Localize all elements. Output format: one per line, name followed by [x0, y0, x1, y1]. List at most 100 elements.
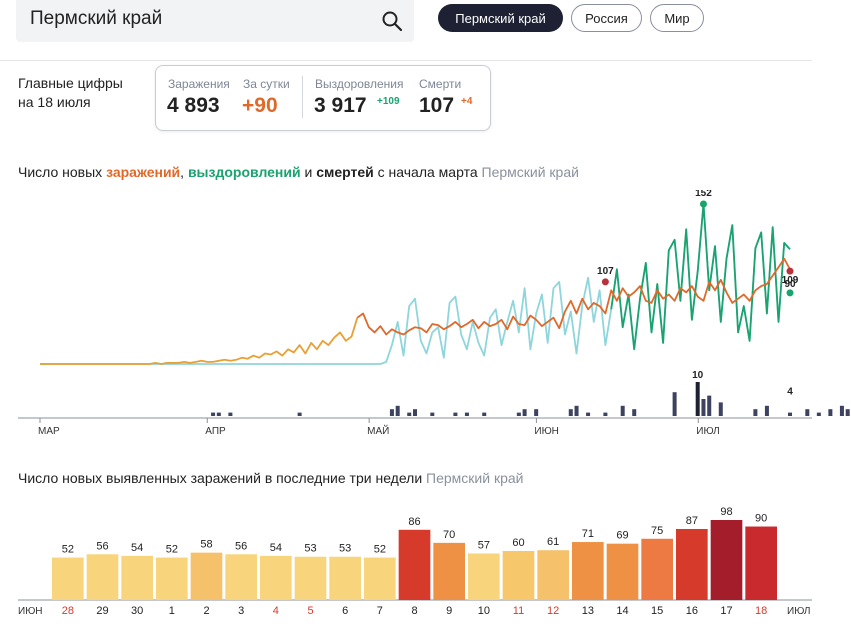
bar-6 [329, 556, 361, 600]
bar-label-12: 61 [547, 536, 559, 548]
death-bar [430, 412, 435, 416]
x-tick-label-3: 3 [238, 605, 244, 617]
main-figures-title: Главные цифры [18, 75, 123, 91]
bar-14 [606, 543, 639, 600]
x-tick-label-4: 4 [273, 605, 279, 617]
infections-label: Заражения [168, 77, 230, 91]
month-label-start: ИЮН [18, 606, 43, 617]
chart1-title-prefix: Число новых [18, 164, 107, 180]
search-icon[interactable] [380, 9, 404, 33]
recoveries-last-label: 109 [782, 275, 799, 286]
bar-label-4: 54 [270, 542, 282, 554]
bar-13 [572, 542, 604, 600]
bar-label-14: 69 [616, 530, 628, 542]
month-label-end: ИЮЛ [787, 606, 810, 617]
bar-label-28: 52 [62, 544, 74, 556]
bar-9 [433, 542, 465, 600]
death-bar [464, 412, 469, 416]
death-bar [603, 412, 608, 416]
death-bar [534, 409, 539, 416]
bar-label-11: 60 [512, 537, 524, 549]
death-bar [216, 412, 221, 416]
bar-1 [156, 557, 188, 600]
x-tick-label-3: ИЮН [534, 426, 559, 437]
recoveries-last-dot [786, 289, 794, 297]
death-bar [718, 402, 723, 416]
death-bar [839, 405, 844, 416]
x-tick-label-16: 16 [686, 605, 698, 617]
deaths-total: 107 [419, 94, 455, 117]
death-bar [845, 409, 850, 416]
x-tick-label-7: 7 [377, 605, 383, 617]
bar-12 [537, 550, 569, 600]
infections-peak-label: 107 [597, 266, 614, 277]
bar-16 [676, 528, 708, 600]
tab-perm-krai[interactable]: Пермский край [438, 4, 563, 32]
death-bar [211, 412, 216, 416]
chart2-title-region: Пермский край [426, 470, 524, 486]
bar-17 [710, 520, 743, 600]
x-tick-label-15: 15 [651, 605, 663, 617]
bar-3 [225, 554, 257, 600]
death-bar [787, 412, 793, 416]
bar-29 [86, 554, 119, 600]
death-bar [707, 395, 712, 416]
recoveries-line [610, 203, 791, 351]
x-tick-label-2: МАЙ [367, 424, 389, 437]
death-bar [453, 412, 458, 416]
bar-2 [190, 552, 223, 600]
chart1-title-infections: заражений [106, 164, 181, 180]
tab-world[interactable]: Мир [650, 4, 704, 32]
bar-label-17: 98 [720, 506, 732, 518]
death-bar [764, 405, 769, 416]
infections-last-dot [786, 267, 794, 275]
death-bar [805, 409, 810, 416]
region-search-field[interactable] [16, 0, 414, 42]
per-day-value: +90 [242, 94, 278, 117]
death-bar [701, 399, 706, 416]
death-bar [522, 409, 527, 416]
recoveries-peak-label: 152 [695, 190, 712, 199]
infections-total: 4 893 [167, 94, 220, 117]
tab-russia[interactable]: Россия [571, 4, 642, 32]
three-week-cases-chart: 52 28 56 29 54 30 52 1 58 2 56 3 54 4 53 5 53 6 52 7 86 8 70 9 5… [18, 506, 812, 617]
bar-label-3: 56 [235, 540, 247, 552]
x-tick-label-0: МАР [38, 426, 60, 437]
bar-label-9: 70 [443, 529, 455, 541]
bar-label-6: 53 [339, 543, 351, 555]
bar-label-10: 57 [478, 539, 490, 551]
death-bar [695, 382, 700, 416]
per-day-label: За сутки [243, 77, 290, 91]
x-tick-label-5: 5 [307, 605, 313, 617]
x-tick-label-28: 28 [62, 605, 74, 617]
deaths-peak-label: 10 [692, 370, 704, 381]
death-bar [568, 409, 573, 416]
x-tick-label-13: 13 [582, 605, 594, 617]
chart1-title-sep1: , [180, 164, 188, 180]
death-bar [407, 412, 412, 416]
header-divider [0, 60, 812, 61]
deaths-last-label: 4 [787, 386, 793, 397]
death-bar [412, 409, 418, 416]
bar-label-5: 53 [304, 543, 316, 555]
x-tick-label-17: 17 [720, 605, 732, 617]
recoveries-delta: +109 [377, 96, 400, 107]
bar-8 [398, 529, 431, 600]
chart1-title-recoveries: выздоровлений [187, 164, 301, 180]
bar-18 [745, 526, 777, 600]
death-bar [632, 409, 637, 416]
infections-line-early [40, 317, 359, 365]
bar-label-29: 56 [96, 540, 108, 552]
death-bar [574, 405, 579, 416]
x-tick-label-8: 8 [411, 605, 417, 617]
death-bar [482, 412, 487, 416]
bar-label-15: 75 [651, 525, 663, 537]
recoveries-line-light [40, 203, 791, 365]
x-tick-label-12: 12 [547, 605, 559, 617]
search-input[interactable]: Пермский край [30, 8, 163, 29]
bar-label-18: 90 [755, 513, 767, 525]
bar-11 [502, 551, 535, 600]
x-tick-label-18: 18 [755, 605, 767, 617]
death-bar [620, 405, 625, 416]
